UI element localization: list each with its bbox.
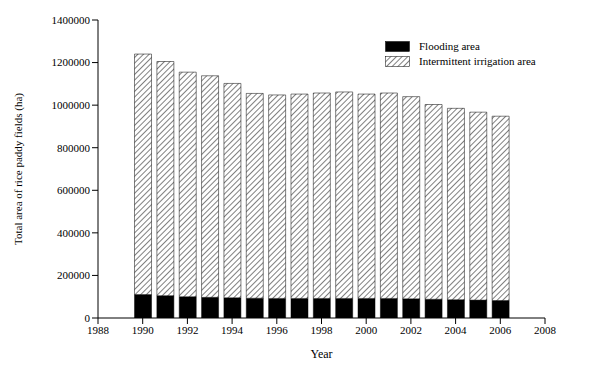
svg-text:600000: 600000 xyxy=(57,184,91,196)
svg-text:1992: 1992 xyxy=(176,324,198,336)
svg-text:2002: 2002 xyxy=(400,324,422,336)
svg-text:1988: 1988 xyxy=(87,324,110,336)
svg-text:1996: 1996 xyxy=(266,324,289,336)
svg-text:200000: 200000 xyxy=(57,269,91,281)
svg-text:2000: 2000 xyxy=(355,324,378,336)
svg-text:1000000: 1000000 xyxy=(52,99,91,111)
svg-text:1400000: 1400000 xyxy=(52,14,91,26)
svg-text:2006: 2006 xyxy=(489,324,512,336)
svg-text:1998: 1998 xyxy=(311,324,334,336)
svg-text:1200000: 1200000 xyxy=(52,56,91,68)
html-text:Flooding area: Flooding area xyxy=(419,40,480,52)
svg-text:1994: 1994 xyxy=(221,324,244,336)
svg-text:400000: 400000 xyxy=(57,227,91,239)
html-text:Intermittent irrigation area: Intermittent irrigation area xyxy=(419,55,536,67)
svg-text:2008: 2008 xyxy=(534,324,557,336)
svg-text:0: 0 xyxy=(85,312,91,324)
svg-text:Total area of rice paddy field: Total area of rice paddy fields (ha) xyxy=(12,93,25,245)
svg-text:2004: 2004 xyxy=(445,324,468,336)
svg-text:800000: 800000 xyxy=(57,142,91,154)
svg-text:1990: 1990 xyxy=(132,324,155,336)
svg-text:Year: Year xyxy=(310,347,332,361)
